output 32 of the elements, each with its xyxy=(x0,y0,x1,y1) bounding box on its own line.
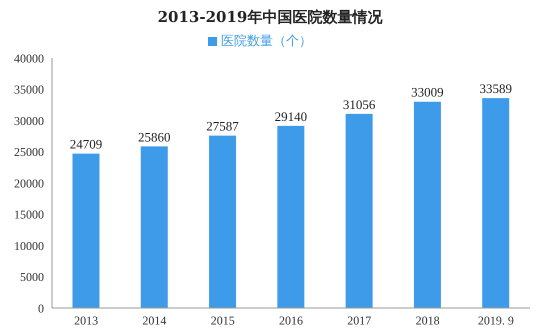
y-tick-label: 35000 xyxy=(14,82,44,97)
bar xyxy=(277,126,304,308)
data-label: 31056 xyxy=(342,96,376,112)
bar xyxy=(414,102,441,308)
legend-label: 医院数量（个） xyxy=(221,34,312,49)
bar xyxy=(209,136,236,308)
y-tick-label: 0 xyxy=(38,301,44,316)
data-label: 33589 xyxy=(479,81,512,96)
data-label: 33009 xyxy=(411,84,444,100)
x-tick-label: 2019. 9 xyxy=(478,314,514,328)
y-tick-label: 30000 xyxy=(14,114,44,128)
x-tick-label: 2014 xyxy=(142,314,166,328)
y-tick-label: 40000 xyxy=(14,51,44,66)
chart-title: 2013-2019年中国医院数量情况 xyxy=(156,8,384,27)
y-tick-label: 10000 xyxy=(14,238,44,253)
x-tick-label: 2016 xyxy=(279,314,303,328)
bar xyxy=(72,154,100,308)
x-tick-label: 2017 xyxy=(347,314,372,328)
x-tick-label: 2013 xyxy=(74,314,98,328)
bar xyxy=(482,98,510,308)
y-tick-label: 20000 xyxy=(14,176,44,190)
data-label: 25860 xyxy=(138,129,171,144)
data-label: 24709 xyxy=(70,136,102,152)
x-tick-label: 2015 xyxy=(210,314,235,328)
bar xyxy=(140,146,168,308)
x-tick-label: 2018 xyxy=(416,314,440,328)
data-label: 27587 xyxy=(206,118,240,134)
y-tick-label: 25000 xyxy=(14,145,44,160)
bar xyxy=(346,114,373,308)
y-tick-label: 15000 xyxy=(14,208,44,222)
y-tick-label: 5000 xyxy=(20,270,44,284)
data-label: 29140 xyxy=(274,108,308,124)
